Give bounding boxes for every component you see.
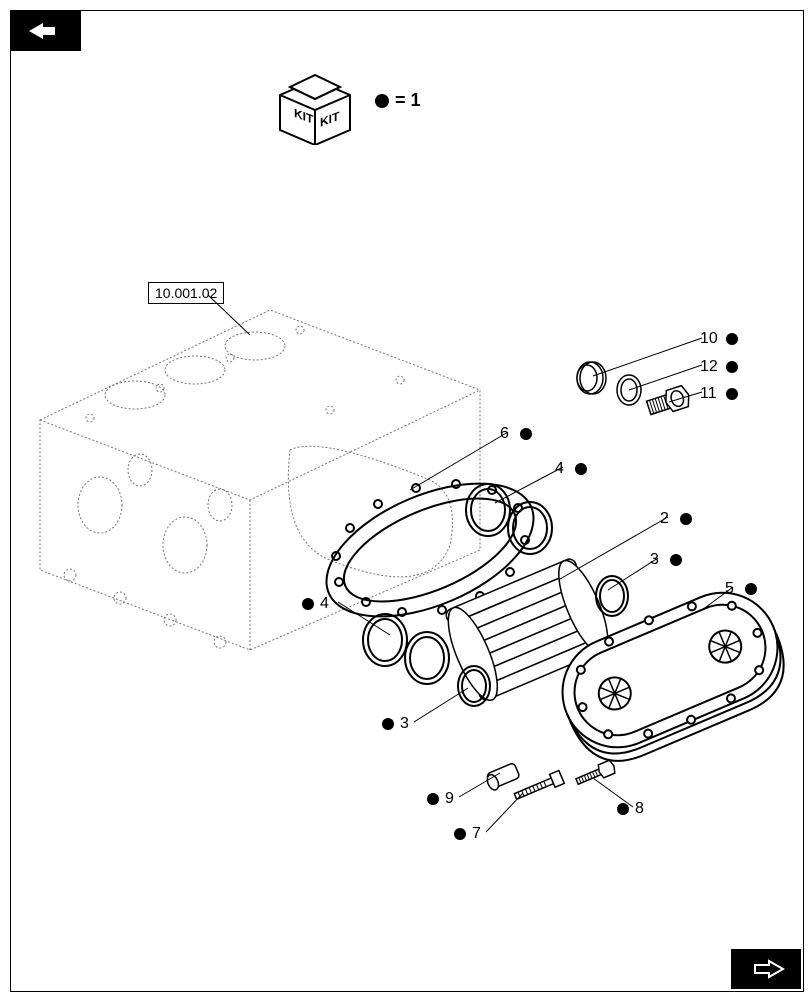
- threaded-fitting: [640, 380, 700, 429]
- callout-3: 3: [400, 715, 409, 733]
- callout-12: 12: [700, 358, 718, 376]
- kit-dot-9: [427, 793, 439, 805]
- nav-forward-tab[interactable]: [731, 949, 801, 989]
- kit-icon: KIT KIT: [270, 65, 360, 145]
- cap-plug: [570, 358, 610, 403]
- screw: [570, 755, 620, 800]
- kit-dot-8: [617, 803, 629, 815]
- ref-code-text: 10.001.02: [155, 285, 217, 301]
- nav-back-tab[interactable]: [11, 11, 81, 51]
- callout-8: 8: [635, 800, 644, 818]
- kit-dot-4: [302, 598, 314, 610]
- kit-dot-4: [575, 463, 587, 475]
- callout-10: 10: [700, 330, 718, 348]
- callout-9: 9: [445, 790, 454, 808]
- kit-dot-3: [670, 554, 682, 566]
- callout-6: 6: [500, 425, 509, 443]
- kit-equals-label: = 1: [375, 90, 421, 111]
- kit-dot-2: [680, 513, 692, 525]
- kit-dot-7: [454, 828, 466, 840]
- callout-2: 2: [660, 510, 669, 528]
- callout-3: 3: [650, 551, 659, 569]
- kit-dot-5: [745, 583, 757, 595]
- kit-dot-11: [726, 388, 738, 400]
- kit-dot-icon: [375, 94, 389, 108]
- kit-equals-text: = 1: [395, 90, 421, 110]
- callout-7: 7: [472, 825, 481, 843]
- kit-dot-6: [520, 428, 532, 440]
- callout-4: 4: [555, 460, 564, 478]
- callout-4: 4: [320, 595, 329, 613]
- kit-dot-10: [726, 333, 738, 345]
- callout-5: 5: [725, 580, 734, 598]
- kit-dot-12: [726, 361, 738, 373]
- cooler-cover: [540, 560, 800, 785]
- o-ring-small-b: [452, 662, 496, 715]
- callout-11: 11: [700, 385, 717, 403]
- kit-dot-3: [382, 718, 394, 730]
- bolt: [508, 768, 568, 813]
